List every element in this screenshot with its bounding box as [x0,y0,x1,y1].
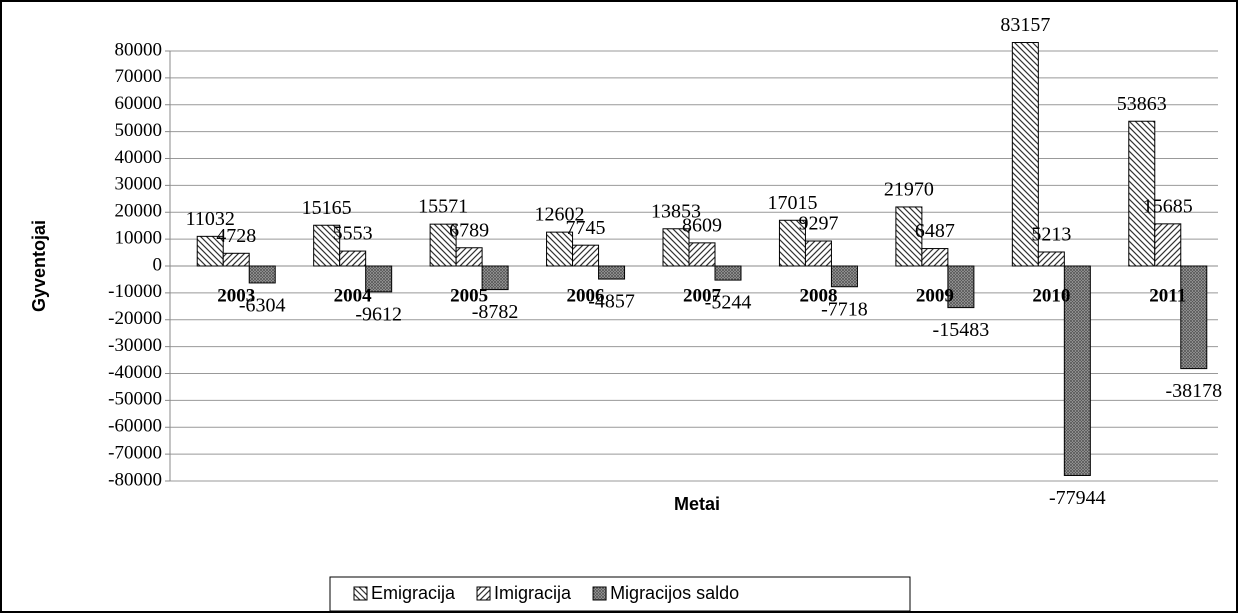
bar [662,228,690,267]
data-label: 21970 [884,179,934,201]
bar [947,265,975,309]
y-tick-label: -70000 [108,442,162,463]
bar [365,265,393,293]
data-label: 15685 [1143,195,1193,217]
bar [248,265,276,284]
y-tick-label: -10000 [108,281,162,302]
x-tick-label: 2008 [799,285,837,306]
bar [598,265,626,280]
bar [429,223,457,267]
legend-swatch [353,586,368,601]
data-label: -15483 [933,319,990,341]
bar [688,242,716,267]
legend-swatch [476,586,491,601]
data-label: -4857 [588,291,635,313]
data-label: 8609 [682,214,722,236]
data-label: 83157 [1000,14,1050,36]
y-tick-label: 0 [153,254,163,275]
data-label: 6487 [915,220,955,242]
bar [895,206,923,267]
data-label: 15165 [302,197,352,219]
data-label: 7745 [566,217,606,239]
x-tick-label: 2010 [1032,285,1070,306]
data-label: 5553 [333,223,373,245]
y-tick-label: -20000 [108,308,162,329]
data-label: -7718 [821,298,868,320]
bar [222,252,250,267]
data-label: 12602 [535,204,585,226]
bar [481,265,509,291]
y-tick-label: 20000 [115,201,163,222]
data-label: 4728 [216,225,256,247]
data-label: 15571 [418,196,468,218]
data-label: 53863 [1117,93,1167,115]
x-tick-label: 2003 [217,285,255,306]
y-tick-label: 80000 [115,39,163,60]
bar [1037,251,1065,267]
y-tick-label: 40000 [115,147,163,168]
legend-swatch [592,586,607,601]
data-label: -9612 [355,303,402,325]
x-tick-label: 2005 [450,285,488,306]
legend-label: Imigracija [494,583,572,603]
data-label: 17015 [767,192,817,214]
legend-box [329,576,911,612]
data-label: -77944 [1049,487,1106,509]
y-tick-label: -50000 [108,389,162,410]
bar [1154,223,1182,267]
data-label: -6304 [239,295,286,317]
bar [546,231,574,267]
legend-label: Emigracija [371,583,456,603]
data-label: 11032 [186,208,235,230]
bar [921,248,949,267]
data-label: -38178 [1165,380,1222,402]
y-tick-label: 70000 [115,66,163,87]
bar [830,265,858,288]
bar [339,250,367,267]
x-tick-label: 2007 [683,285,722,306]
data-label: 9297 [798,213,838,235]
bar [714,265,742,281]
y-tick-label: 30000 [115,174,163,195]
data-label: -5244 [705,292,752,314]
bar [572,244,600,267]
data-label: 13853 [651,200,701,222]
bar [1011,42,1039,267]
x-tick-label: 2004 [334,285,373,306]
x-tick-label: 2006 [567,285,605,306]
bar [196,235,224,267]
y-tick-label: -30000 [108,335,162,356]
bar [1128,120,1156,267]
bar [455,247,483,267]
bar [1180,265,1208,370]
y-tick-label: -60000 [108,416,162,437]
data-label: 6789 [449,219,489,241]
x-tick-label: 2011 [1149,285,1186,306]
y-tick-label: -40000 [108,362,162,383]
y-tick-label: 10000 [115,227,163,248]
bar [804,240,832,267]
y-axis-title: Gyventojai [29,220,49,312]
bar [1063,265,1091,476]
x-tick-label: 2009 [916,285,954,306]
bar [313,224,341,267]
y-tick-label: -80000 [108,469,162,490]
y-tick-label: 50000 [115,120,163,141]
legend-label: Migracijos saldo [610,583,739,603]
data-label: 5213 [1031,224,1071,246]
y-tick-label: 60000 [115,93,163,114]
data-label: -8782 [472,301,519,323]
x-axis-title: Metai [674,494,720,514]
